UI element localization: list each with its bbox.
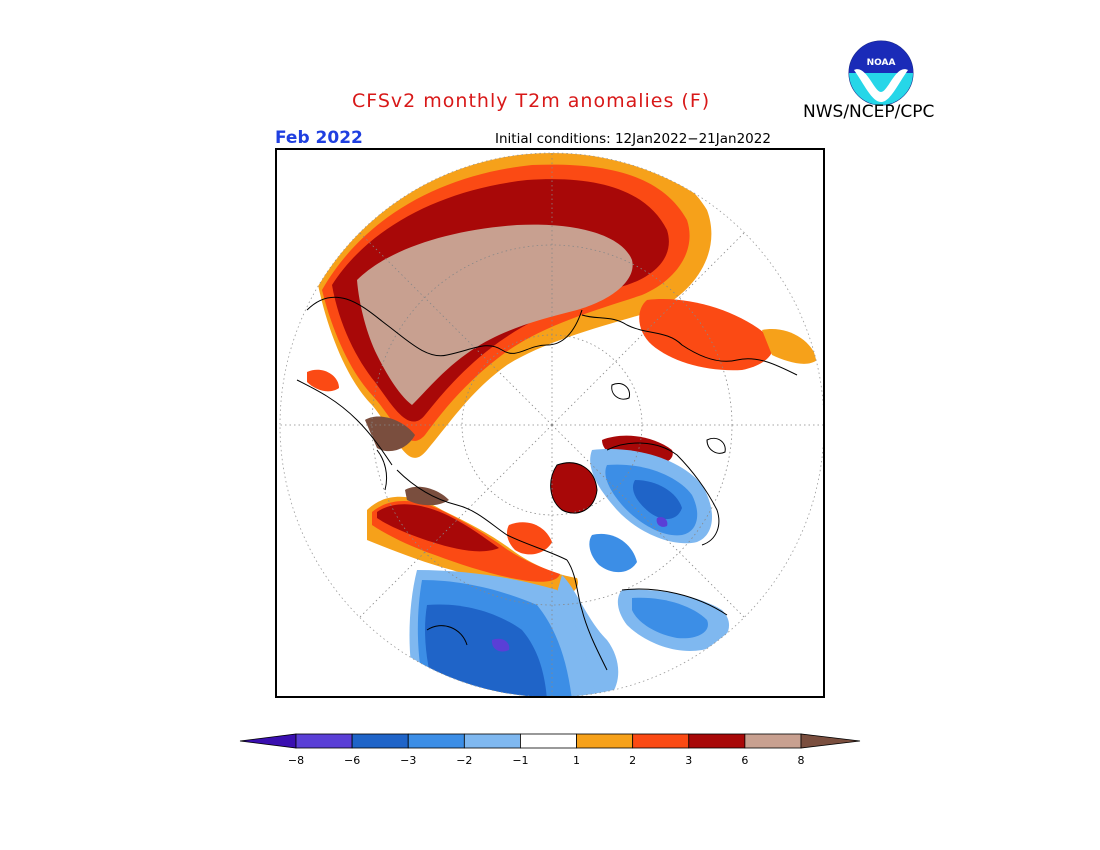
map-title: CFSv2 monthly T2m anomalies (F): [352, 90, 711, 112]
colorbar-tick-label: −1: [512, 754, 528, 767]
colorbar-bin: [688, 733, 746, 749]
colorbar-tick-label: −2: [456, 754, 472, 767]
forecast-month: Feb 2022: [275, 128, 363, 148]
colorbar-tick-label: 3: [685, 754, 692, 767]
anomaly-region-europe-cold2: [632, 597, 708, 639]
colorbar-bin: [295, 733, 353, 749]
colorbar-bin: [520, 733, 577, 749]
anomaly-region-canada-warm3: [377, 504, 499, 552]
colorbar-bin: [632, 733, 690, 749]
colorbar-extend-low: [239, 733, 297, 749]
colorbar-tick-label: 1: [573, 754, 580, 767]
colorbar-tick-label: −3: [400, 754, 416, 767]
polar-map: [279, 152, 823, 696]
anomaly-region-west-warm: [307, 369, 339, 392]
anomaly-region-iceland-cold: [589, 533, 637, 573]
initial-conditions: Initial conditions: 12Jan2022−21Jan2022: [495, 131, 771, 147]
anomaly-region-scandinavia-cold3: [632, 480, 682, 520]
map-frame: [275, 148, 825, 698]
colorbar-extend-high: [800, 733, 861, 749]
anomaly-region-bay-warm: [507, 522, 552, 555]
anomaly-region-eurasia-warm4: [357, 224, 633, 405]
colorbar: −8 −6 −3 −2 −1 1 2 3 6 8: [239, 733, 861, 767]
anomaly-region-usa-cold3: [425, 604, 547, 696]
colorbar-tick-label: 6: [741, 754, 748, 767]
colorbar-bin: [576, 733, 634, 749]
colorbar-bin: [351, 733, 409, 749]
colorbar-labels: −8 −6 −3 −2 −1 1 2 3 6 8: [288, 754, 805, 767]
anomaly-region-siberia-warm: [639, 299, 773, 371]
colorbar-bin: [407, 733, 465, 749]
anomaly-region-arctic-islands-warm: [550, 462, 597, 514]
colorbar-tick-label: 2: [629, 754, 636, 767]
anomaly-region-scandinavia-cold4: [656, 517, 668, 527]
colorbar-tick-label: −8: [288, 754, 304, 767]
colorbar-bin: [463, 733, 521, 749]
colorbar-bin: [744, 733, 802, 749]
anomaly-region-siberia-warm-edge: [762, 329, 817, 364]
colorbar-tick-label: −6: [344, 754, 360, 767]
anomaly-region-usa-cold4: [491, 638, 510, 652]
noaa-logo: NOAA: [848, 40, 914, 106]
colorbar-bins: [295, 733, 802, 749]
noaa-logo-text: NOAA: [867, 58, 896, 68]
colorbar-tick-label: 8: [798, 754, 805, 767]
agency-label: NWS/NCEP/CPC: [803, 102, 935, 122]
anomaly-region-canada-warm4: [405, 486, 449, 506]
